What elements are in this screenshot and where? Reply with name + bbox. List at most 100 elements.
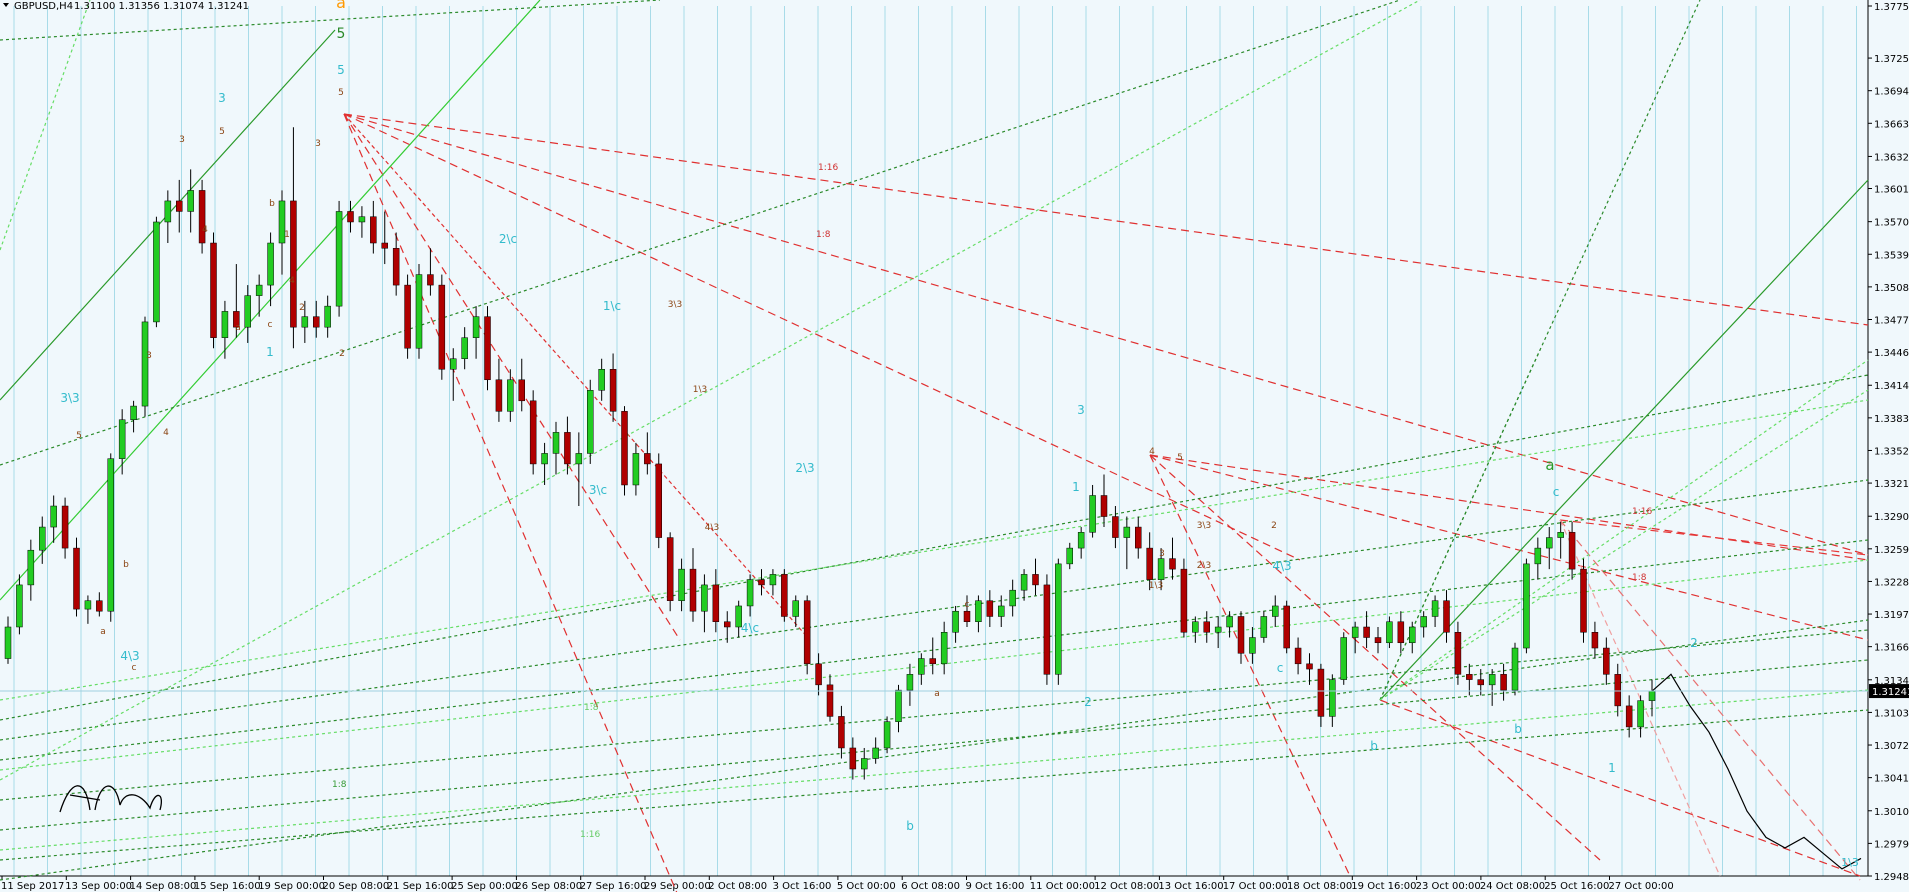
wave-label: 3 (179, 135, 185, 145)
bear-candle (290, 200, 297, 328)
trend-line (1379, 349, 1541, 701)
x-tick-label: 13 Sep 00:00 (65, 881, 132, 892)
bear-candle (1112, 516, 1119, 538)
trend-line (1559, 519, 1869, 556)
bull-candle (1420, 616, 1427, 628)
current-price-label: 1.31241 (1872, 687, 1909, 698)
signature-icon (59, 785, 162, 813)
bull-candle (541, 453, 548, 465)
wave-label: 1\3 (693, 385, 707, 395)
bull-candle (918, 658, 925, 675)
bear-candle (724, 621, 731, 628)
bull-candle (1089, 495, 1096, 533)
bear-candle (609, 369, 617, 412)
bull-candle (141, 321, 149, 407)
x-tick-label: 25 Sep 00:00 (451, 881, 518, 892)
x-tick-label: 11 Oct 00:00 (1030, 881, 1095, 892)
bull-candle (746, 579, 754, 607)
bull-candle (906, 674, 914, 691)
bull-candle (50, 505, 57, 528)
bull-candle (1648, 690, 1656, 701)
wave-label: 4\c (741, 621, 759, 635)
bear-candle (1237, 616, 1245, 654)
x-tick-label: 2 Oct 08:00 (708, 881, 767, 892)
fan-label: 1:16 (818, 163, 838, 173)
y-tick-label: 1.34148 (1874, 381, 1909, 392)
bull-candle (1409, 626, 1416, 644)
bull-candle (575, 453, 583, 465)
trend-line (1149, 454, 1869, 561)
trend-line (0, 374, 1869, 721)
bull-candle (118, 419, 126, 459)
wave-label: 5 (337, 26, 346, 42)
bear-candle (529, 400, 537, 465)
y-tick-label: 1.36948 (1874, 87, 1909, 98)
bear-candle (655, 463, 662, 538)
y-tick-label: 1.36638 (1874, 119, 1909, 130)
bear-candle (198, 190, 206, 244)
bear-candle (1294, 647, 1302, 665)
wave-label: 3\c (589, 483, 607, 497)
y-tick-label: 1.36018 (1874, 185, 1909, 196)
wave-label: 1 (1608, 761, 1616, 775)
bear-candle (176, 200, 183, 212)
x-tick-label: 19 Sep 00:00 (258, 881, 325, 892)
symbol-label: GBPUSD,H4 (14, 1, 73, 12)
y-tick-label: 1.34773 (1874, 315, 1909, 326)
bull-candle (324, 305, 331, 328)
wave-label: 2\c (499, 232, 517, 246)
bull-candle (278, 200, 286, 244)
x-tick-label: 3 Oct 16:00 (773, 881, 832, 892)
bull-candle (1055, 563, 1062, 675)
bull-candle (1066, 547, 1073, 565)
bull-candle (27, 549, 35, 586)
bull-candle (1511, 647, 1519, 691)
bear-candle (644, 453, 651, 465)
trend-line (1379, 699, 1861, 877)
bull-candle (1192, 621, 1199, 633)
wave-label: b (123, 560, 129, 570)
wave-label: 5 (219, 127, 225, 137)
bear-candle (1374, 637, 1382, 644)
bear-candle (1568, 532, 1576, 570)
x-tick-label: 15 Sep 16:00 (194, 881, 261, 892)
trend-line (0, 0, 661, 41)
y-tick-label: 1.33218 (1874, 479, 1909, 490)
trend-line (0, 559, 1869, 771)
y-tick-label: 1.33528 (1874, 446, 1909, 457)
y-tick-label: 1.31973 (1874, 610, 1909, 621)
wave-label: 3 (1159, 549, 1165, 559)
bull-candle (415, 274, 423, 349)
trend-line (343, 113, 1869, 326)
fan-label: 1:8 (816, 230, 831, 240)
wave-label: b (1514, 722, 1522, 736)
wave-label: c (1553, 485, 1560, 499)
y-tick-label: 1.31663 (1874, 643, 1909, 654)
bear-candle (1135, 526, 1142, 549)
wave-label: 2\3 (1197, 561, 1211, 571)
trend-line (0, 689, 1869, 851)
bull-candle (153, 221, 160, 323)
trend-line (0, 0, 1421, 781)
x-tick-label: 12 Oct 08:00 (1094, 881, 1159, 892)
bull-candle (1260, 616, 1268, 638)
bear-candle (484, 316, 491, 381)
bull-candle (861, 758, 868, 770)
trend-line (0, 659, 1869, 831)
bull-candle (998, 605, 1005, 617)
bull-candle (1386, 621, 1393, 644)
y-tick-label: 1.37753 (1874, 2, 1909, 13)
wave-label: 2 (339, 349, 345, 359)
bear-candle (392, 248, 400, 286)
x-tick-label: 5 Oct 00:00 (837, 881, 896, 892)
current-price-box (1869, 684, 1909, 699)
bull-candle (1329, 679, 1336, 717)
bull-candle (164, 200, 172, 223)
bull-candle (883, 721, 891, 749)
trend-line (343, 113, 678, 892)
wave-label: 4 (289, 276, 295, 286)
y-tick-label: 1.31348 (1874, 676, 1909, 687)
wave-label: 1\3 (1841, 856, 1859, 869)
